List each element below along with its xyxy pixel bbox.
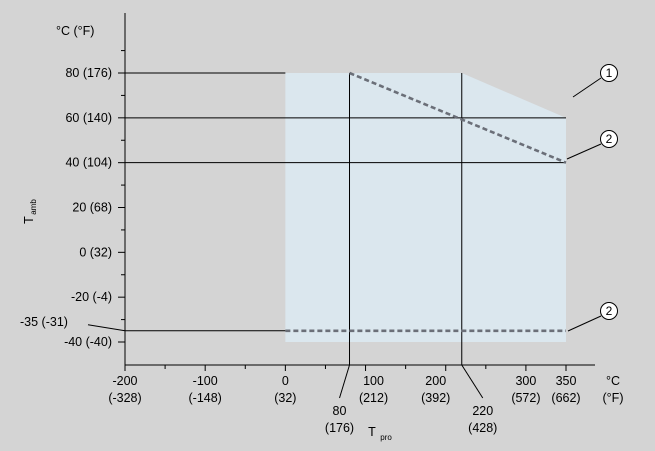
x-tick-label-alt: (212) <box>359 391 388 405</box>
y-axis-title: T amb <box>22 199 38 224</box>
x-marker-label-alt: (428) <box>468 421 497 435</box>
x-tick-label: -200 <box>112 374 137 388</box>
callout-number: 2 <box>606 132 613 146</box>
x-unit-label-alt: (°F) <box>603 391 624 405</box>
x-tick-label-alt: (572) <box>511 391 540 405</box>
y-tick-label: -20 (-4) <box>71 290 112 304</box>
x-unit-label: °C <box>606 374 620 388</box>
callout-circle <box>600 302 618 320</box>
callout-number: 2 <box>606 304 613 318</box>
x-marker-label-alt: (176) <box>325 421 354 435</box>
y-tick-label: 60 (140) <box>65 111 112 125</box>
x-tick-label: 300 <box>515 374 536 388</box>
x-tick-labels: -200 (-328) -100 (-148) 0 (32) 100 (212) 200 (392… <box>108 364 581 435</box>
y-axis-title-subscript: amb <box>29 199 38 215</box>
callout-circle <box>600 130 618 148</box>
callout-leader <box>567 315 602 332</box>
reference-lines <box>125 72 566 365</box>
y-tick-label: 80 (176) <box>65 66 112 80</box>
x-tick-label: -100 <box>193 374 218 388</box>
x-tick-label-alt: (32) <box>274 391 296 405</box>
x-axis-title-subscript: pro <box>380 433 392 442</box>
x-marker-leader <box>339 364 350 399</box>
callouts: 1 2 2 <box>566 64 618 332</box>
y-marker-leader <box>87 324 126 332</box>
callout-number: 1 <box>606 66 613 80</box>
y-tick-label: 40 (104) <box>65 156 112 170</box>
y-unit-label: °C (°F) <box>56 24 94 38</box>
x-tick-label-alt: (-148) <box>189 391 222 405</box>
x-marker-label: 220 <box>472 404 493 418</box>
x-tick-label-alt: (662) <box>551 391 580 405</box>
x-tick-label-alt: (392) <box>421 391 450 405</box>
x-marker-label: 80 <box>333 404 347 418</box>
x-tick-label: 100 <box>363 374 384 388</box>
y-marker-label: -35 (-31) <box>20 315 68 329</box>
x-axis-ticks <box>124 365 567 371</box>
dashed-limit-lines <box>285 71 567 333</box>
x-tick-label-alt: (-328) <box>108 391 141 405</box>
y-tick-label: -40 (-40) <box>64 335 112 349</box>
operating-region-area <box>285 73 566 342</box>
x-marker-leader <box>461 364 484 399</box>
y-axis-title-main: T <box>22 216 36 224</box>
x-tick-label: 350 <box>556 374 577 388</box>
x-tick-label: 0 <box>282 374 289 388</box>
dashed-limit-line <box>349 71 567 164</box>
x-axis-title: T <box>368 425 376 439</box>
callout-leader <box>572 77 602 98</box>
callout-circle <box>600 64 618 82</box>
y-tick-label: 20 (68) <box>72 201 112 215</box>
y-tick-label: 0 (32) <box>79 245 112 259</box>
y-axis-ticks <box>118 50 125 343</box>
x-tick-label: 200 <box>425 374 446 388</box>
callout-leader <box>566 143 602 160</box>
y-tick-labels: 80 (176) 60 (140) 40 (104) 20 (68) 0 (32) -20… <box>20 66 126 349</box>
